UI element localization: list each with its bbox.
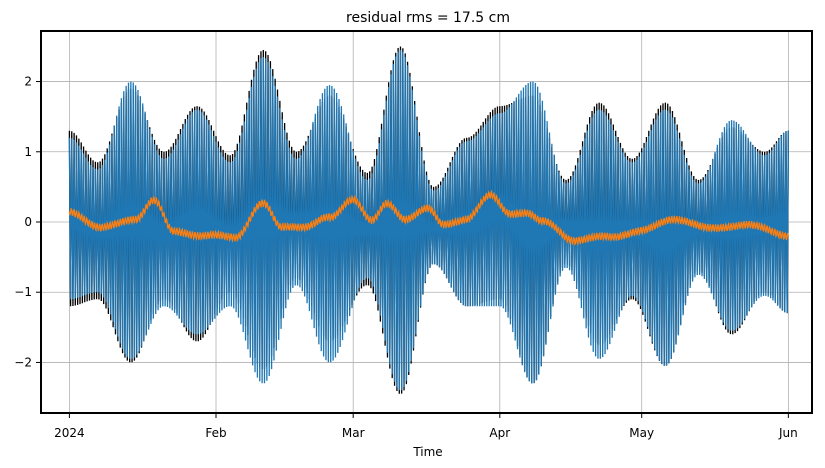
y-tick-label: −2 xyxy=(14,355,32,369)
x-axis-ticks: 2024 Feb Mar Apr May Jun xyxy=(54,413,798,440)
series-residual-line xyxy=(68,189,789,247)
x-tick-label: May xyxy=(629,426,654,440)
x-tick-label: Apr xyxy=(489,426,510,440)
y-axis-ticks: 2 1 0 −1 −2 xyxy=(14,75,41,369)
series-predicted-line xyxy=(68,49,789,391)
y-tick-label: 0 xyxy=(24,215,32,229)
x-tick-label: Feb xyxy=(205,426,226,440)
y-tick-label: −1 xyxy=(14,285,32,299)
y-tick-label: 1 xyxy=(24,145,32,159)
x-axis-label: Time xyxy=(412,445,442,459)
axes-frame xyxy=(40,30,813,414)
x-tick-label: Mar xyxy=(342,426,365,440)
plot-area xyxy=(68,46,789,394)
x-tick-label: 2024 xyxy=(54,426,85,440)
y-tick-label: 2 xyxy=(24,75,32,89)
chart-title: residual rms = 17.5 cm xyxy=(346,10,510,26)
x-tick-label: Jun xyxy=(778,426,798,440)
